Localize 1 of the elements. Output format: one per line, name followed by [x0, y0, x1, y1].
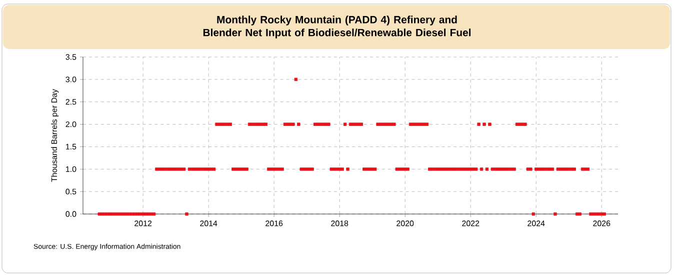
chart-title: Monthly Rocky Mountain (PADD 4) Refinery and Blender Net Input of Biodiesel/Renewable Diesel Fuel [203, 16, 471, 38]
